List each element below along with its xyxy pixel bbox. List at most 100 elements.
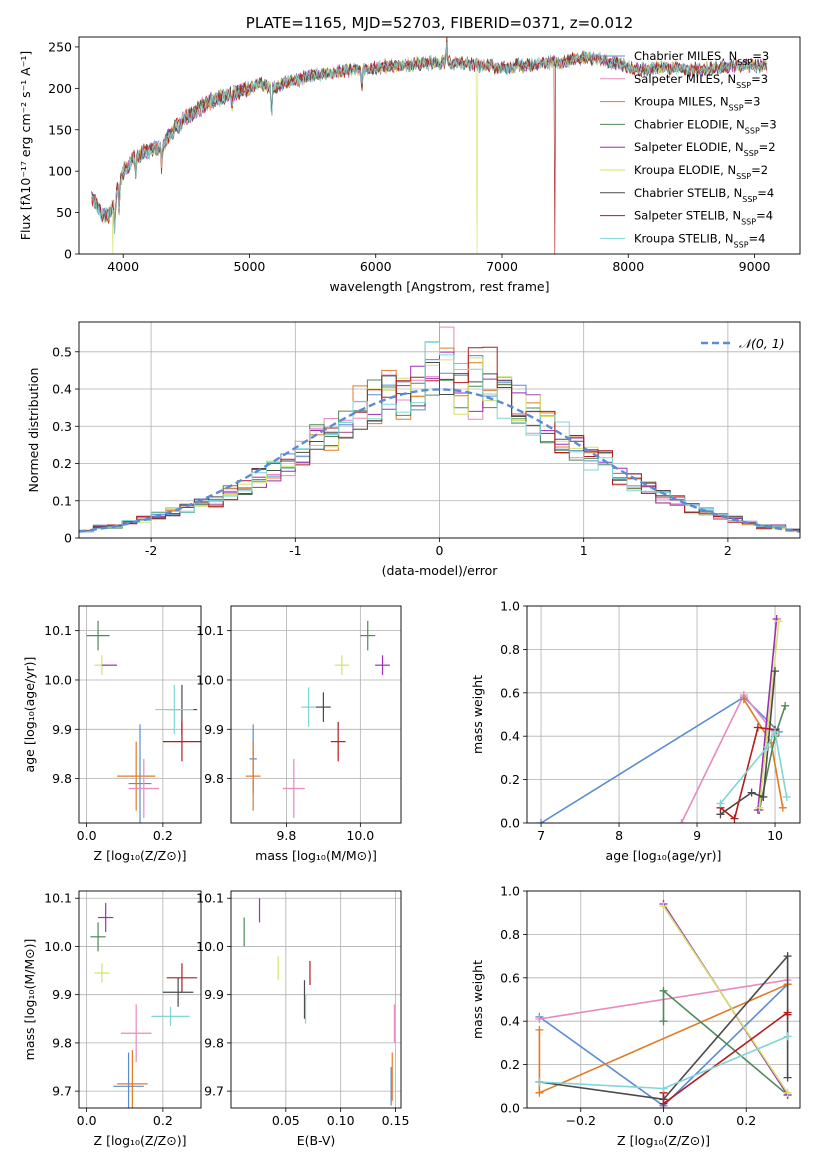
weight-line <box>758 621 780 808</box>
x-tick-label: 9000 <box>739 259 771 274</box>
weight-line <box>662 905 789 1094</box>
gaussian-curve <box>79 388 800 533</box>
legend-label-subscript: SSP <box>745 126 760 135</box>
axes-frame <box>526 890 801 1109</box>
legend-label-count: =4 <box>756 209 773 223</box>
axes-frame <box>78 36 801 255</box>
spectrum-line <box>91 42 768 235</box>
y-tick-label: 0.2 <box>52 456 72 471</box>
weight-line <box>662 989 789 1096</box>
weight-marker <box>783 952 792 961</box>
y-tick-label: 9.9 <box>52 722 72 737</box>
x-tick-label: 8000 <box>612 259 644 274</box>
y-tick-label: 10.0 <box>196 672 224 687</box>
legend-label-text: Chabrier ELODIE, N <box>634 117 745 131</box>
legend-label-text: Salpeter MILES, N <box>634 72 736 86</box>
y-tick-label: 9.7 <box>204 1084 224 1099</box>
legend-label-count: =3 <box>760 117 777 131</box>
x-tick-label: 0.15 <box>382 1113 410 1128</box>
plot-area-age-vs-mass <box>245 620 390 819</box>
x-tick-label: 0.0 <box>654 1113 674 1128</box>
y-axis-label: mass weight <box>470 960 485 1039</box>
plot-area-weight-vs-z <box>535 900 792 1108</box>
plot-area-mass-vs-ebv <box>243 898 396 1106</box>
x-axis-label: age [log₁₀(age/yr)] <box>606 848 722 863</box>
legend-label: Kroupa MILES, NSSP=3 <box>634 95 760 113</box>
panel-spectrum: 4000 5000 6000 7000 8000 9000 0 50 100 150 200 250 w… <box>18 14 801 294</box>
plot-area-weight-vs-age <box>537 615 791 823</box>
y-tick-label: 10.1 <box>44 623 72 638</box>
y-tick-label: 0.6 <box>500 970 520 985</box>
x-axis-label: mass [log₁₀(M/M⊙)] <box>255 848 377 863</box>
weight-marker <box>537 819 546 823</box>
y-tick-label: 10.0 <box>196 939 224 954</box>
y-tick-label: 0.1 <box>52 493 72 508</box>
y-tick-label: 250 <box>48 39 72 54</box>
legend-label-count: =3 <box>751 72 768 86</box>
weight-marker <box>535 1015 544 1024</box>
weight-marker <box>659 902 668 911</box>
y-tick-label: 9.9 <box>52 987 72 1002</box>
y-tick-label: 50 <box>56 205 72 220</box>
x-tick-label: 9.8 <box>276 828 296 843</box>
weight-marker <box>759 792 768 801</box>
weight-line <box>757 618 778 811</box>
y-tick-label: 0.8 <box>500 642 520 657</box>
weight-marker <box>535 1025 544 1034</box>
y-tick-label: 0.2 <box>500 772 520 787</box>
weight-marker <box>535 1088 544 1097</box>
legend-label-subscript: SSP <box>734 240 749 249</box>
plot-area-spectrum <box>91 37 768 254</box>
y-tick-label: 9.8 <box>52 1035 72 1050</box>
weight-marker <box>755 803 764 812</box>
weight-marker <box>753 723 762 732</box>
x-axis-label: (data-model)/error <box>382 563 499 578</box>
legend-label-text: Salpeter STELIB, N <box>634 209 741 223</box>
y-tick-label: 0.3 <box>52 419 72 434</box>
weight-marker <box>747 788 756 797</box>
y-tick-label: 0.0 <box>500 816 520 831</box>
weight-marker <box>783 1073 792 1082</box>
y-tick-label: 0.0 <box>500 1101 520 1116</box>
x-tick-label: 0 <box>436 543 444 558</box>
legend-label-count: =2 <box>751 163 768 177</box>
legend-label-subscript: SSP <box>744 149 759 158</box>
panel-mass-vs-z: 0.0 0.2 9.7 9.8 9.9 10.0 10.1 Z [log₁₀(Z/Z⊙)] ma… <box>22 890 202 1148</box>
x-tick-label: -2 <box>145 543 157 558</box>
y-axis-label: mass [log₁₀(M/M⊙)] <box>22 939 37 1061</box>
y-tick-label: 9.9 <box>204 722 224 737</box>
legend-label: Salpeter ELODIE, NSSP=2 <box>634 140 776 158</box>
weight-line <box>719 729 788 805</box>
legend-label-count: =3 <box>752 49 769 63</box>
y-tick-label: 10.1 <box>44 891 72 906</box>
weight-marker <box>783 1010 792 1019</box>
panel-weight-vs-age: 7 8 9 10 0.0 0.2 0.4 0.6 0.8 1.0 age [log₁₀(age/yr… <box>470 599 801 863</box>
axes-frame <box>78 605 202 824</box>
legend-label-count: =4 <box>757 186 774 200</box>
y-tick-label: 10.0 <box>44 939 72 954</box>
y-tick-label: 9.8 <box>204 1035 224 1050</box>
x-tick-label: 5000 <box>234 259 266 274</box>
weight-marker <box>771 727 780 736</box>
y-axis-label: Flux [fλ10⁻¹⁷ erg cm⁻² s⁻¹ A⁻¹] <box>18 51 33 240</box>
x-tick-label: 0.10 <box>327 1113 355 1128</box>
legend-label-subscript: SSP <box>729 103 744 112</box>
x-tick-label: 0.0 <box>77 828 97 843</box>
legend-label-text: Salpeter ELODIE, N <box>634 140 744 154</box>
x-axis-label: Z [log₁₀(Z/Z⊙)] <box>617 1133 710 1148</box>
y-axis-label: mass weight <box>470 675 485 754</box>
legend-label: Chabrier MILES, NSSP=3 <box>634 49 769 67</box>
x-tick-label: 8 <box>615 828 623 843</box>
y-tick-label: 1.0 <box>500 599 520 614</box>
weight-marker <box>659 1084 668 1093</box>
x-tick-label: 9 <box>693 828 701 843</box>
weight-line <box>719 671 776 815</box>
y-axis-label: Normed distribution <box>26 368 41 493</box>
x-tick-label: 0.2 <box>153 1113 173 1128</box>
y-tick-label: 0 <box>64 247 72 262</box>
y-axis-label: age [log₁₀(age/yr)] <box>22 657 37 773</box>
y-tick-label: 100 <box>48 164 72 179</box>
weight-marker <box>659 1099 668 1108</box>
y-tick-label: 1.0 <box>500 884 520 899</box>
